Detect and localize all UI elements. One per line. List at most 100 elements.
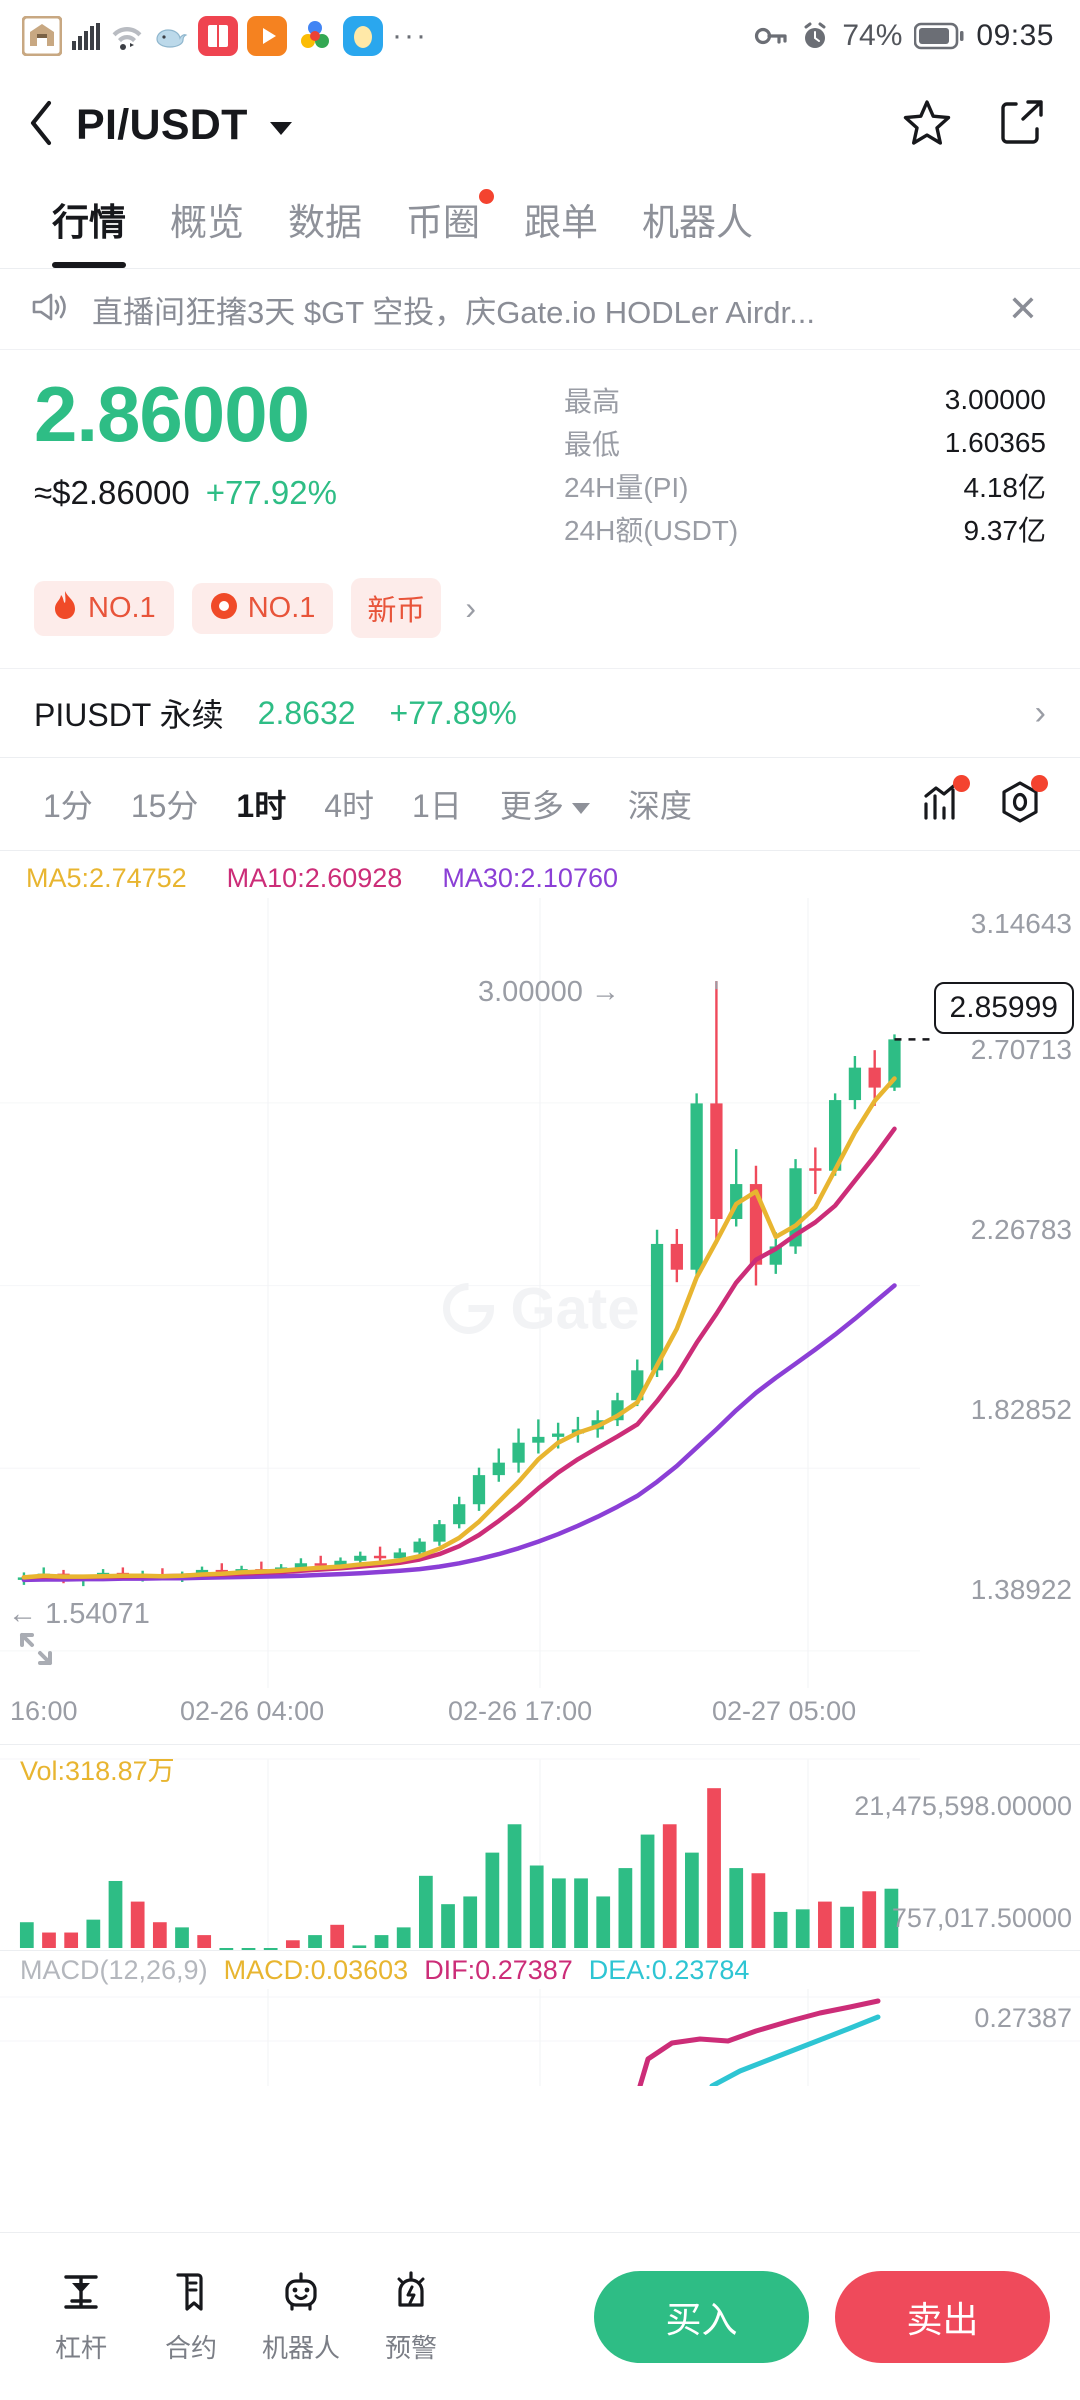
- stat-row: 24H量(PI) 4.18亿: [564, 464, 1046, 507]
- bottom-item-leverage[interactable]: 杠杆: [26, 2269, 136, 2365]
- notification-dot-icon: [1031, 774, 1048, 792]
- banner-divider: [0, 349, 1080, 350]
- tab-label: 行情: [52, 202, 126, 243]
- perp-price: 2.8632: [257, 694, 356, 731]
- perpetual-row[interactable]: PIUSDT 永续 2.8632 +77.89% ›: [0, 669, 1080, 757]
- badge-gate-rank[interactable]: NO.1: [191, 582, 334, 634]
- ma30-legend: MA30:2.10760: [442, 863, 618, 893]
- gate-circle-icon: [210, 592, 238, 625]
- last-price: 2.86000: [34, 370, 310, 458]
- stat-value: 4.18亿: [963, 471, 1047, 503]
- timeframe-depth[interactable]: 深度: [627, 788, 692, 824]
- megaphone-icon: [30, 289, 70, 330]
- app-launcher-icon: [22, 16, 62, 56]
- stat-row: 24H额(USDT) 9.37亿: [564, 507, 1046, 550]
- chart-low-annotation: ← 1.54071: [8, 1598, 150, 1631]
- macd-chart[interactable]: MACD(12,26,9) MACD:0.03603 DIF:0.27387 D…: [0, 1951, 1080, 2086]
- bottom-item-alert[interactable]: 预警: [356, 2269, 466, 2365]
- timeframe-1m[interactable]: 1分: [43, 788, 93, 824]
- price-usd-approx: ≈$2.86000: [34, 474, 190, 512]
- buy-button[interactable]: 买入: [594, 2270, 809, 2363]
- indicator-chart-icon[interactable]: [920, 774, 970, 829]
- volume-top-label: 21,475,598.00000: [854, 1791, 1072, 1821]
- bottom-item-robot[interactable]: 机器人: [246, 2269, 356, 2365]
- timeframe-1d[interactable]: 1日: [412, 788, 462, 824]
- sell-button[interactable]: 卖出: [835, 2270, 1050, 2363]
- main-tabs: 行情 概览 数据 币圈 跟单 机器人: [0, 178, 1080, 268]
- timeframe-4h[interactable]: 4时: [324, 788, 375, 824]
- x-tick-label: 02-26 17:00: [448, 1696, 593, 1726]
- tab-robot[interactable]: 机器人: [620, 192, 775, 268]
- bottom-item-contract[interactable]: 合约: [136, 2269, 246, 2365]
- volume-chart[interactable]: Vol:318.87万 21,475,598.00000 757,017.500…: [0, 1745, 1080, 1950]
- page-title[interactable]: PI/USDT: [76, 100, 248, 149]
- high-annotation-arrow: →: [590, 976, 620, 1008]
- chart-settings-icon[interactable]: [998, 774, 1048, 829]
- stat-label: 最高: [564, 385, 621, 417]
- contract-icon: [168, 2269, 214, 2320]
- ma30-name: MA30: [442, 863, 513, 893]
- photos-app-icon: [296, 17, 334, 55]
- ma30-value: 2.10760: [520, 863, 618, 893]
- tab-market[interactable]: 行情: [30, 192, 148, 268]
- header-right: [902, 98, 1046, 153]
- y-tick-label: 1.38922: [970, 1574, 1072, 1605]
- badge-label: 新币: [367, 595, 426, 627]
- price-change-percent: +77.92%: [205, 474, 337, 512]
- vpn-key-icon: [754, 23, 788, 49]
- y-tick-label: 2.70713: [970, 1034, 1072, 1065]
- badge-new-coin[interactable]: 新币: [351, 578, 442, 638]
- badge-label: NO.1: [88, 591, 156, 624]
- tab-label: 币圈: [406, 202, 480, 243]
- stat-label: 24H量(PI): [564, 471, 689, 503]
- tab-label: 数据: [288, 202, 362, 243]
- bottom-item-label: 预警: [384, 2332, 437, 2363]
- tab-data[interactable]: 数据: [266, 192, 384, 268]
- flame-icon: [52, 590, 78, 627]
- timeframe-more[interactable]: 更多: [481, 781, 609, 827]
- timeframe-1h[interactable]: 1时: [236, 788, 287, 824]
- close-icon[interactable]: ✕: [1007, 288, 1038, 329]
- tab-overview[interactable]: 概览: [148, 192, 266, 268]
- perp-name: PIUSDT 永续: [34, 697, 224, 733]
- current-price-tag: 2.85999: [933, 982, 1074, 1034]
- tab-copy-trading[interactable]: 跟单: [502, 192, 620, 268]
- fullscreen-expand-icon[interactable]: [16, 1629, 56, 1674]
- volume-divider: [0, 1744, 1080, 1745]
- announcement-banner[interactable]: 直播间狂撦3天 $GT 空投，庆Gate.io HODLer Airdr... …: [0, 269, 1080, 349]
- clock-time-label: 09:35: [976, 19, 1054, 52]
- chart-top-divider: [0, 850, 1080, 851]
- tab-coin-circle[interactable]: 币圈: [384, 189, 502, 268]
- timeframe-bar: 1分 15分 1时 4时 1日 更多 深度: [0, 758, 1080, 850]
- back-chevron-icon[interactable]: [28, 100, 54, 151]
- timeframe-15m[interactable]: 15分: [130, 788, 199, 824]
- time-axis: 16:00 02-26 04:00 02-26 17:00 02-27 05:0…: [0, 1688, 1080, 1744]
- ma5-legend: MA5:2.74752: [26, 863, 187, 893]
- volume-title: Vol:318.87万: [20, 1756, 175, 1786]
- macd-indicator-name: MACD(12,26,9): [20, 1955, 208, 1985]
- bottom-action-bar: 杠杆 合约 机器人 预警 买入 卖出: [0, 2232, 1080, 2400]
- badge-label: NO.1: [247, 591, 316, 624]
- ma-legend: MA5:2.74752 MA10:2.60928 MA30:2.10760: [0, 851, 1080, 898]
- y-tick-label: 1.82852: [970, 1394, 1072, 1425]
- y-tick-label: 2.26783: [970, 1214, 1072, 1245]
- badge-hot-rank[interactable]: NO.1: [34, 580, 174, 636]
- star-icon[interactable]: [902, 98, 952, 153]
- robot-icon: [278, 2269, 324, 2320]
- header-left: PI/USDT: [28, 100, 292, 151]
- perp-chevron-icon[interactable]: ›: [1034, 693, 1046, 732]
- price-summary: 2.86000 ≈$2.86000 +77.92% 最高 3.00000 最低 …: [0, 350, 1080, 550]
- volume-svg: [0, 1758, 920, 1950]
- chevron-down-icon[interactable]: [269, 121, 292, 135]
- book-app-icon: [198, 16, 238, 56]
- ma5-value: 2.74752: [89, 863, 187, 893]
- stat-row: 最低 1.60365: [564, 421, 1046, 464]
- share-external-icon[interactable]: [998, 98, 1046, 153]
- battery-percent-label: 74%: [842, 19, 903, 52]
- candlestick-chart[interactable]: Gate 3.00000 → ← 1.54071 3.14643 2.70713…: [0, 898, 1080, 1688]
- badges-chevron-icon[interactable]: ›: [465, 589, 477, 626]
- macd-svg: [0, 1989, 1080, 2086]
- ma10-name: MA10: [226, 863, 298, 893]
- status-bar-right: 74% 09:35: [754, 19, 1054, 53]
